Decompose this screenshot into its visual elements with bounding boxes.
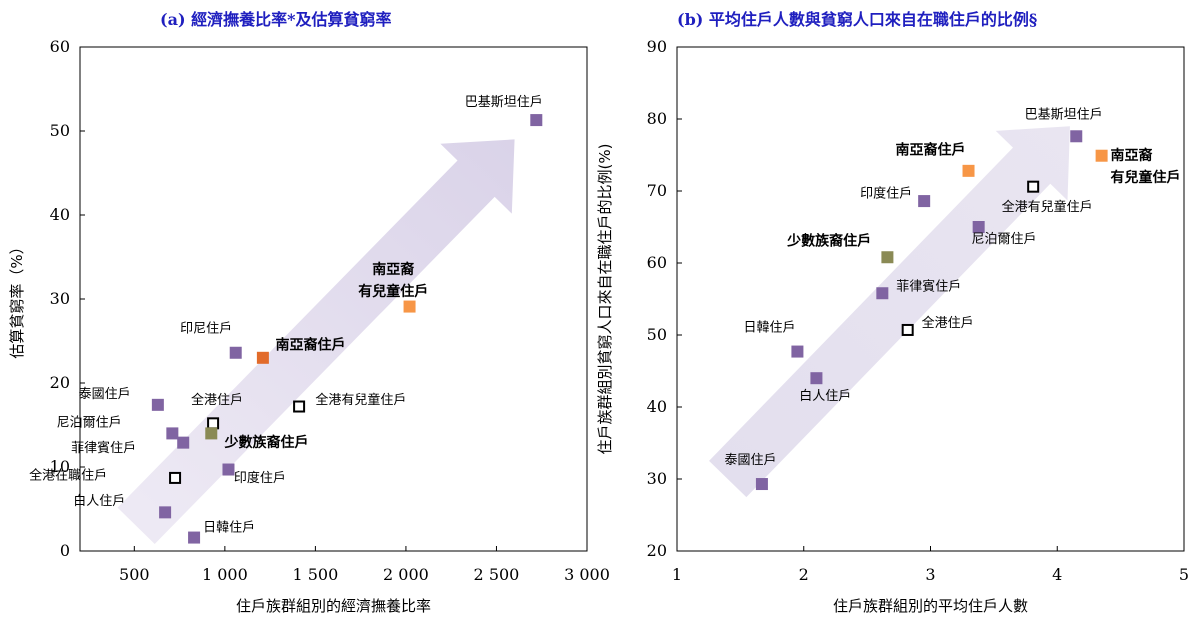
data-point <box>972 221 985 233</box>
x-tick-label: 1 500 <box>292 565 338 584</box>
y-tick-label: 70 <box>647 181 667 200</box>
point-label: 全港有兒童住戶 <box>315 392 406 408</box>
y-tick-label: 50 <box>50 121 70 140</box>
point-label: 全港有兒童住戶 <box>1002 199 1093 215</box>
point-label: 日韓住戶 <box>203 521 255 536</box>
data-point <box>1070 130 1083 143</box>
point-label: 尼泊爾住戶 <box>57 416 122 431</box>
y-tick-label: 30 <box>50 289 70 308</box>
point-label: 南亞裔住戶 <box>896 141 966 158</box>
point-label: 泰國住戶 <box>725 453 777 468</box>
x-tick-label: 1 000 <box>202 565 248 584</box>
y-axis-label: 住戶族群組別貧窮人口來自在職住戶的比例(%) <box>596 144 614 455</box>
point-label-line: 南亞裔 <box>372 261 414 278</box>
data-point <box>791 345 804 358</box>
y-tick-label: 20 <box>647 541 667 560</box>
point-label: 少數族裔住戶 <box>786 233 871 250</box>
point-label: 南亞裔住戶 <box>276 336 346 353</box>
point-label: 印尼住戶 <box>180 322 232 337</box>
data-point <box>293 400 306 413</box>
point-label-line: 有兒童住戶 <box>358 283 428 300</box>
data-point <box>169 471 182 484</box>
data-point <box>755 478 768 491</box>
x-tick-label: 5 <box>1179 565 1189 584</box>
y-tick-label: 30 <box>647 469 667 488</box>
point-label: 南亞裔有兒童住戶 <box>358 261 428 300</box>
data-point <box>159 506 172 519</box>
data-point <box>151 398 164 411</box>
chart-b-title: (b) 平均住戶人數與貧窮人口來自在職住戶的比例§ <box>677 10 1038 29</box>
data-point <box>918 195 931 208</box>
point-label: 全港在職住戶 <box>29 468 107 484</box>
point-label: 巴基斯坦住戶 <box>1025 107 1103 122</box>
x-tick-label: 4 <box>1052 565 1062 584</box>
data-point <box>166 427 179 440</box>
y-tick-label: 20 <box>50 373 70 392</box>
point-label: 日韓住戶 <box>744 320 796 335</box>
x-axis-label: 住戶族群組別的平均住戶人數 <box>833 597 1028 615</box>
point-label: 白人住戶 <box>799 388 851 404</box>
chart-b: 1 2 3 4 5 20 30 40 50 60 70 80 90 住戶族群組別的平均住戶人數 住戶族群組別… <box>596 37 1189 615</box>
x-tick-label: 2 500 <box>474 565 520 584</box>
point-label: 菲律賓住戶 <box>896 278 961 294</box>
point-label: 少數族裔住戶 <box>224 434 309 451</box>
point-label: 巴基斯坦住戶 <box>465 95 543 110</box>
data-point <box>901 323 914 336</box>
y-tick-label: 40 <box>647 397 667 416</box>
data-point <box>810 372 823 385</box>
point-label: 印度住戶 <box>234 470 286 486</box>
data-point <box>205 427 218 440</box>
x-tick-label: 1 <box>672 565 682 584</box>
point-label: 尼泊爾住戶 <box>972 232 1037 247</box>
data-point <box>188 531 201 544</box>
data-point <box>222 463 235 476</box>
point-label-line: 南亞裔 <box>1110 147 1152 164</box>
point-label: 全港住戶 <box>922 315 974 331</box>
point-label: 全港住戶 <box>191 392 243 408</box>
data-point <box>530 114 543 127</box>
point-label: 泰國住戶 <box>79 387 131 402</box>
trend-arrow <box>117 139 515 544</box>
x-axis-label: 住戶族群組別的經濟撫養比率 <box>236 597 431 615</box>
y-tick-label: 80 <box>647 109 667 128</box>
x-tick-label: 500 <box>119 565 150 584</box>
data-point <box>1095 149 1108 162</box>
y-tick-label: 90 <box>647 37 667 56</box>
data-point <box>962 164 975 177</box>
x-tick-label: 2 000 <box>383 565 429 584</box>
y-tick-label: 0 <box>60 541 70 560</box>
x-tick-label: 3 000 <box>564 565 610 584</box>
data-point <box>881 251 894 264</box>
point-label: 印度住戶 <box>860 185 912 201</box>
y-axis-label: 估算貧窮率（%） <box>8 239 26 358</box>
trend-arrow <box>709 126 1070 498</box>
point-label: 白人住戶 <box>73 493 125 509</box>
y-tick-label: 60 <box>647 253 667 272</box>
point-label: 南亞裔有兒童住戶 <box>1110 147 1180 186</box>
chart-a: 500 1 000 1 500 2 000 2 500 3 000 0 10 20 30 40 50 6… <box>8 37 610 615</box>
data-point <box>1027 180 1040 193</box>
y-tick-label: 40 <box>50 205 70 224</box>
chart-a-title: (a) 經濟撫養比率*及估算貧窮率 <box>160 10 392 29</box>
data-point <box>403 300 416 313</box>
data-point <box>177 436 190 449</box>
point-label: 菲律賓住戶 <box>71 440 136 456</box>
point-label-line: 有兒童住戶 <box>1110 169 1180 186</box>
y-tick-label: 60 <box>50 37 70 56</box>
y-tick-label: 10 <box>50 457 70 476</box>
data-point <box>256 351 269 364</box>
x-tick-label: 3 <box>925 565 935 584</box>
data-point <box>207 417 220 430</box>
data-point <box>876 287 889 300</box>
x-tick-label: 2 <box>799 565 809 584</box>
data-point <box>229 346 242 359</box>
y-tick-label: 50 <box>647 325 667 344</box>
